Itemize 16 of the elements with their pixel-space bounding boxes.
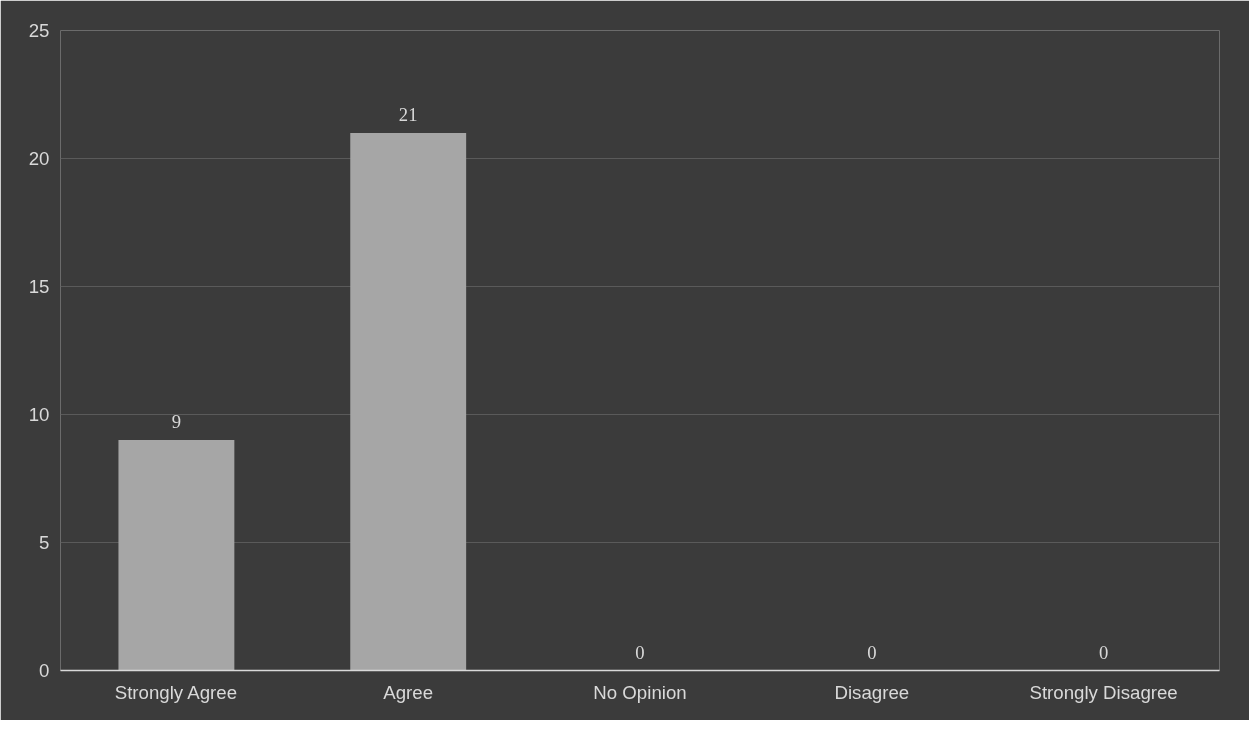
data-label: 21 [398,103,418,125]
data-label: 9 [171,411,182,433]
x-tick-label: No Opinion [593,681,687,703]
y-tick-label: 15 [28,276,50,297]
x-tick-label: Strongly Disagree [1029,681,1178,703]
x-tick-label: Disagree [834,681,910,703]
data-label: 0 [635,641,645,663]
x-tick-label: Strongly Agree [114,681,238,703]
y-tick-label: 5 [39,532,50,553]
x-tick-label: Agree [383,681,434,703]
data-label: 0 [867,641,877,663]
data-label: 0 [1098,641,1109,663]
y-tick-label: 20 [28,148,50,169]
y-tick-label: 0 [39,660,50,681]
y-tick-label: 25 [28,20,50,41]
y-tick-label: 10 [28,404,50,425]
